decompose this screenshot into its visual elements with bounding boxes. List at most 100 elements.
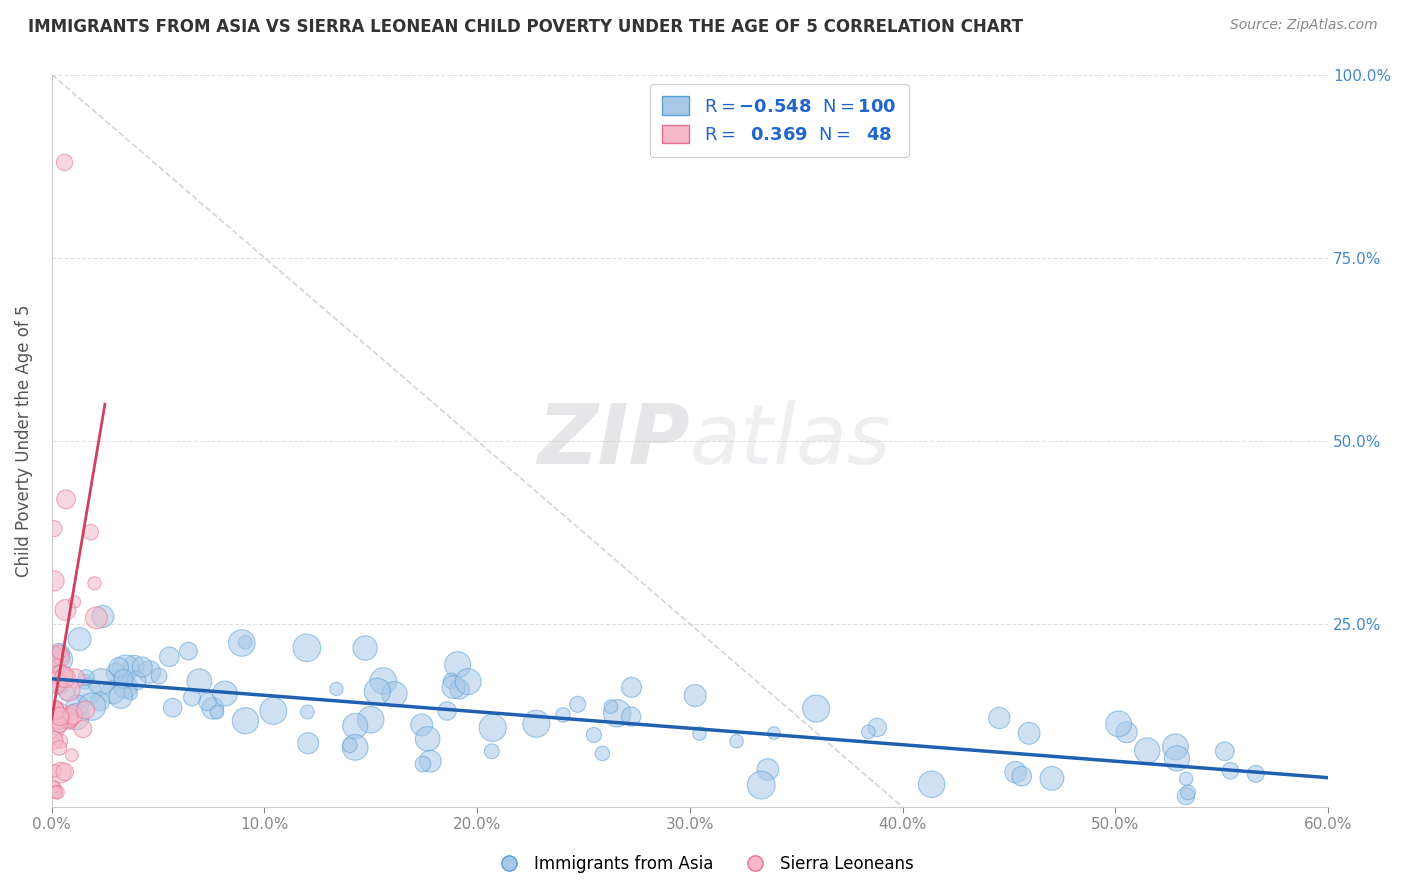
Point: [45, 675, 67, 690]
Point: [689, 726, 711, 740]
Point: [582, 728, 605, 742]
Point: [51, 651, 73, 665]
Point: [188, 674, 211, 689]
Point: [122, 658, 145, 673]
Point: [53, 155, 76, 169]
Point: [42, 780, 65, 795]
Legend: Immigrants from Asia, Sierra Leoneans: Immigrants from Asia, Sierra Leoneans: [485, 848, 921, 880]
Point: [449, 682, 471, 697]
Point: [66, 699, 89, 714]
Point: [1213, 744, 1236, 758]
Point: [55, 603, 77, 617]
Point: [80, 525, 103, 540]
Point: [1166, 751, 1188, 765]
Point: [1108, 717, 1130, 731]
Point: [1244, 767, 1267, 781]
Point: [48, 652, 70, 666]
Point: [806, 701, 828, 715]
Point: [49, 734, 72, 748]
Point: [214, 687, 236, 701]
Point: [63, 595, 86, 609]
Point: [89, 694, 111, 708]
Point: [339, 738, 361, 752]
Point: [233, 635, 256, 649]
Point: [45, 714, 67, 729]
Point: [49, 717, 72, 731]
Point: [42, 649, 65, 664]
Point: [120, 686, 142, 700]
Point: [262, 704, 284, 718]
Point: [62, 707, 84, 722]
Point: [51, 669, 73, 683]
Point: [344, 719, 367, 733]
Point: [756, 763, 779, 777]
Text: ZIP: ZIP: [537, 401, 690, 482]
Point: [58, 711, 80, 725]
Point: [551, 708, 574, 723]
Point: [49, 765, 72, 780]
Point: [75, 703, 97, 717]
Point: [48, 647, 70, 661]
Point: [921, 777, 943, 791]
Point: [447, 657, 470, 672]
Point: [48, 645, 70, 659]
Point: [62, 713, 84, 727]
Point: [725, 734, 748, 748]
Point: [457, 674, 479, 689]
Point: [373, 673, 395, 688]
Point: [104, 665, 127, 680]
Point: [45, 704, 67, 718]
Point: [108, 660, 131, 674]
Y-axis label: Child Poverty Under the Age of 5: Child Poverty Under the Age of 5: [15, 304, 32, 577]
Point: [58, 714, 80, 728]
Point: [48, 741, 70, 756]
Point: [162, 700, 184, 714]
Point: [45, 723, 67, 737]
Point: [101, 685, 124, 699]
Point: [45, 785, 67, 799]
Point: [58, 710, 80, 724]
Point: [49, 678, 72, 692]
Point: [181, 690, 204, 705]
Point: [344, 740, 367, 755]
Point: [46, 785, 69, 799]
Point: [620, 709, 643, 723]
Point: [197, 695, 219, 709]
Point: [1219, 764, 1241, 778]
Point: [131, 660, 153, 674]
Point: [55, 492, 77, 507]
Point: [440, 673, 463, 688]
Point: [988, 711, 1011, 725]
Point: [73, 674, 96, 689]
Point: [75, 671, 97, 685]
Point: [148, 669, 170, 683]
Point: [524, 716, 547, 731]
Point: [749, 778, 772, 792]
Point: [42, 782, 65, 797]
Point: [297, 705, 319, 719]
Text: Source: ZipAtlas.com: Source: ZipAtlas.com: [1230, 18, 1378, 32]
Point: [436, 704, 458, 718]
Point: [110, 690, 132, 704]
Text: atlas: atlas: [690, 401, 891, 482]
Point: [295, 640, 318, 655]
Point: [1004, 765, 1026, 780]
Point: [42, 707, 65, 722]
Point: [60, 748, 83, 763]
Point: [44, 701, 66, 715]
Point: [591, 747, 613, 761]
Point: [53, 670, 76, 684]
Point: [620, 681, 643, 695]
Point: [481, 721, 503, 735]
Point: [599, 699, 621, 714]
Point: [201, 701, 224, 715]
Point: [58, 682, 80, 697]
Point: [69, 632, 91, 646]
Point: [297, 736, 319, 750]
Point: [606, 706, 628, 721]
Point: [231, 636, 253, 650]
Point: [762, 726, 785, 740]
Point: [481, 744, 503, 758]
Point: [1175, 789, 1198, 803]
Point: [1164, 739, 1187, 754]
